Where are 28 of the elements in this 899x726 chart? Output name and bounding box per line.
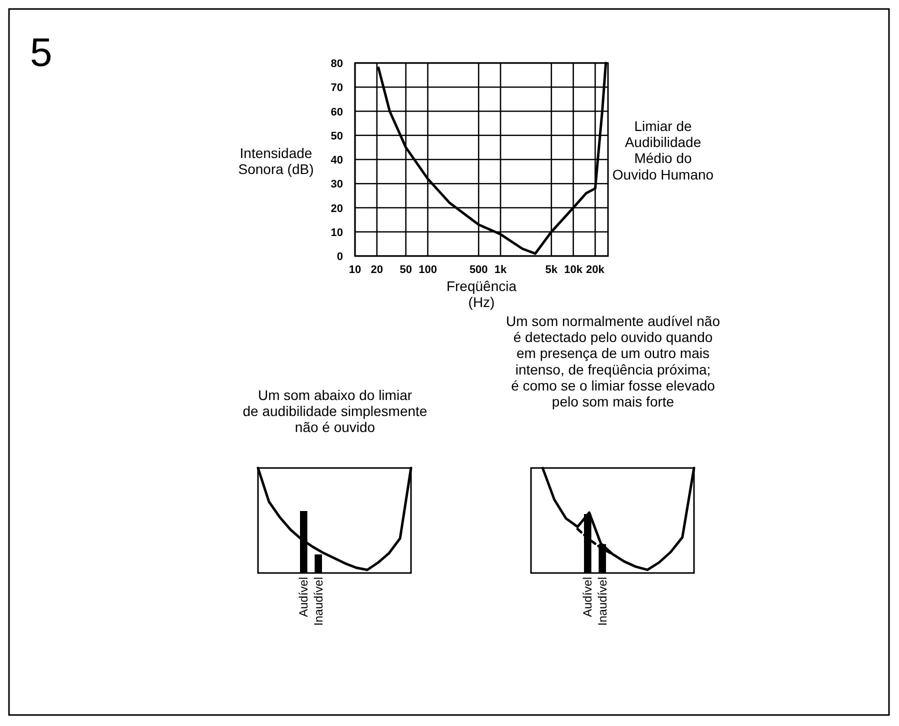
x-tick-label: 500 bbox=[469, 264, 488, 276]
y-tick-label: 80 bbox=[330, 58, 343, 70]
x-tick-label: Inaudível bbox=[311, 577, 326, 626]
text: 5 bbox=[30, 31, 52, 75]
y-axis-title: Intensidade Sonora (dB) bbox=[238, 145, 314, 178]
y-tick-label: 70 bbox=[330, 82, 343, 94]
x-tick-label: 1k bbox=[494, 264, 508, 276]
x-tick-label: 20 bbox=[370, 264, 384, 276]
x-tick-label: 10k bbox=[564, 264, 584, 276]
y-tick-label: 10 bbox=[330, 226, 343, 239]
x-tick-label: 20k bbox=[586, 264, 606, 276]
x-tick-label: 5k bbox=[545, 264, 558, 276]
y-tick-label: 0 bbox=[336, 251, 343, 263]
y-tick-label: 30 bbox=[330, 178, 343, 191]
y-tick-label: 40 bbox=[330, 154, 343, 166]
text: Limiar de Audibilidade Médio do Ouvido Humano bbox=[612, 118, 714, 182]
x-tick-label: Inaudível bbox=[595, 577, 610, 626]
x-axis-title: Freqüência (Hz) bbox=[446, 278, 517, 310]
y-tick-label: 60 bbox=[330, 106, 343, 118]
x-tick-label: Audível bbox=[580, 577, 595, 618]
x-tick-label: Audível bbox=[296, 577, 311, 618]
y-tick-label: 20 bbox=[330, 202, 343, 215]
x-tick-label: 100 bbox=[418, 264, 437, 276]
x-tick-label: 50 bbox=[400, 264, 412, 276]
y-tick-label: 50 bbox=[330, 130, 343, 142]
chart-title: Um som normalmente audível não é detectado pelo ouvido quando em presença de um outro mais intenso, de freqüência próxima; é como se o limiar fosse elevado pelo som mais forte bbox=[506, 313, 720, 410]
chart-title: Um som abaixo do limiar de audibilidade simplesmente não é ouvido bbox=[242, 387, 428, 436]
x-tick-label: 10 bbox=[348, 264, 362, 276]
